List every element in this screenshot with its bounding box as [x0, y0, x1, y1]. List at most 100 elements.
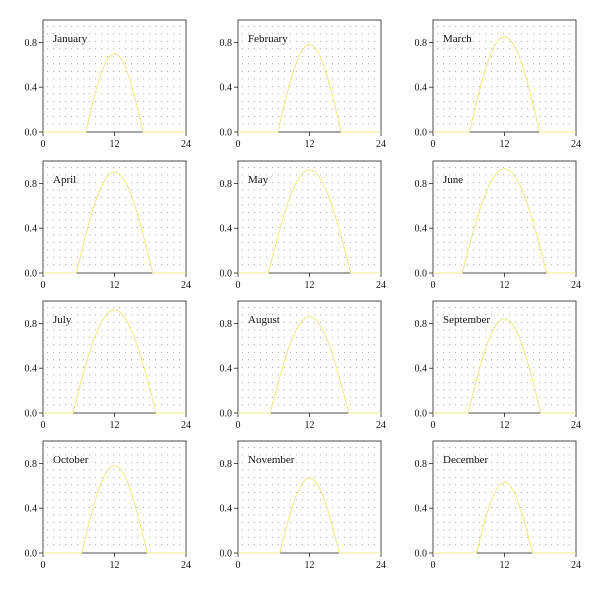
x-tick-label: 0: [431, 560, 436, 571]
x-tick-label: 0: [236, 420, 241, 431]
y-tick-label: 0.4: [415, 83, 428, 94]
series-line: [238, 169, 381, 274]
chart-panel-november: 0 12 24 0.0 0.4 0.8 November: [220, 440, 386, 571]
x-tick-label: 24: [181, 139, 191, 150]
y-tick-label: 0.4: [25, 364, 38, 375]
chart-panel-july: 0 12 24 0.0 0.4 0.8 July: [25, 300, 191, 431]
month-label: September: [443, 314, 490, 326]
y-tick-label: 0.0: [25, 549, 38, 560]
y-tick-label: 0.8: [220, 38, 233, 49]
x-tick-label: 24: [181, 560, 191, 571]
x-tick-label: 0: [236, 139, 241, 150]
dotted-grid: [242, 447, 375, 546]
chart-panel-august: 0 12 24 0.0 0.4 0.8 August: [220, 300, 386, 431]
x-tick-label: 24: [376, 280, 386, 291]
chart-panel-september: 0 12 24 0.0 0.4 0.8 September: [415, 300, 581, 431]
y-tick-label: 0.8: [25, 459, 38, 470]
chart-panel-march: 0 12 24 0.0 0.4 0.8 March: [415, 19, 581, 150]
y-tick-label: 0.0: [220, 269, 233, 280]
plot-frame: [432, 160, 577, 274]
y-tick-label: 0.4: [220, 224, 233, 235]
y-tick-label: 0.0: [25, 409, 38, 420]
y-tick-label: 0.8: [25, 179, 38, 190]
month-label: April: [53, 174, 76, 186]
dotted-grid: [47, 26, 180, 125]
y-tick-label: 0.8: [415, 459, 428, 470]
x-tick-label: 0: [431, 139, 436, 150]
y-tick-label: 0.4: [220, 364, 233, 375]
plot-frame: [432, 300, 577, 414]
plot-frame: [42, 19, 187, 133]
month-label: November: [248, 454, 295, 466]
dotted-grid: [437, 447, 570, 546]
x-tick-label: 0: [41, 280, 46, 291]
plot-frame: [237, 160, 382, 274]
x-tick-label: 12: [110, 139, 120, 150]
month-label: June: [443, 174, 463, 186]
x-tick-label: 24: [376, 560, 386, 571]
y-tick-label: 0.8: [220, 319, 233, 330]
series-line: [433, 481, 576, 554]
plot-frame: [237, 300, 382, 414]
month-label: February: [248, 33, 288, 45]
dotted-grid: [47, 307, 180, 406]
x-tick-label: 12: [110, 560, 120, 571]
series-line: [238, 316, 381, 414]
x-tick-label: 24: [571, 280, 581, 291]
x-tick-label: 24: [376, 420, 386, 431]
y-tick-label: 0.4: [415, 504, 428, 515]
x-tick-label: 0: [236, 560, 241, 571]
y-tick-label: 0.0: [415, 409, 428, 420]
series-line: [433, 36, 576, 133]
y-tick-label: 0.4: [220, 504, 233, 515]
y-tick-label: 0.8: [415, 319, 428, 330]
month-label: October: [53, 454, 89, 466]
y-tick-label: 0.4: [25, 504, 38, 515]
dotted-grid: [437, 307, 570, 406]
plot-frame: [237, 19, 382, 133]
dotted-grid: [437, 26, 570, 125]
y-tick-label: 0.8: [25, 319, 38, 330]
chart-panel-october: 0 12 24 0.0 0.4 0.8 October: [25, 440, 191, 571]
plot-frame: [237, 440, 382, 554]
y-tick-label: 0.4: [25, 83, 38, 94]
x-tick-label: 0: [41, 139, 46, 150]
month-label: January: [53, 33, 88, 45]
dotted-grid: [242, 307, 375, 406]
y-tick-label: 0.8: [220, 179, 233, 190]
y-tick-label: 0.8: [415, 38, 428, 49]
x-tick-label: 24: [376, 139, 386, 150]
y-tick-label: 0.4: [415, 364, 428, 375]
month-label: August: [248, 314, 280, 326]
dotted-grid: [242, 26, 375, 125]
y-tick-label: 0.0: [415, 549, 428, 560]
x-tick-label: 12: [500, 560, 510, 571]
series-line: [238, 477, 381, 554]
plot-frame: [432, 19, 577, 133]
y-tick-label: 0.0: [25, 269, 38, 280]
plot-frame: [42, 440, 187, 554]
y-tick-label: 0.0: [415, 128, 428, 139]
series-line: [433, 318, 576, 414]
x-tick-label: 24: [571, 420, 581, 431]
y-tick-label: 0.4: [220, 83, 233, 94]
chart-panel-february: 0 12 24 0.0 0.4 0.8 February: [220, 19, 386, 150]
x-tick-label: 12: [110, 420, 120, 431]
x-tick-label: 24: [571, 560, 581, 571]
x-tick-label: 12: [305, 139, 315, 150]
x-tick-label: 0: [236, 280, 241, 291]
y-tick-label: 0.8: [220, 459, 233, 470]
chart-panel-june: 0 12 24 0.0 0.4 0.8 June: [415, 160, 581, 291]
series-line: [238, 44, 381, 133]
y-tick-label: 0.0: [220, 549, 233, 560]
series-line: [43, 465, 186, 554]
month-label: May: [248, 174, 269, 186]
x-tick-label: 12: [110, 280, 120, 291]
x-tick-label: 12: [500, 280, 510, 291]
y-tick-label: 0.0: [220, 409, 233, 420]
x-tick-label: 24: [181, 420, 191, 431]
x-tick-label: 24: [181, 280, 191, 291]
x-tick-label: 12: [500, 420, 510, 431]
y-tick-label: 0.8: [25, 38, 38, 49]
